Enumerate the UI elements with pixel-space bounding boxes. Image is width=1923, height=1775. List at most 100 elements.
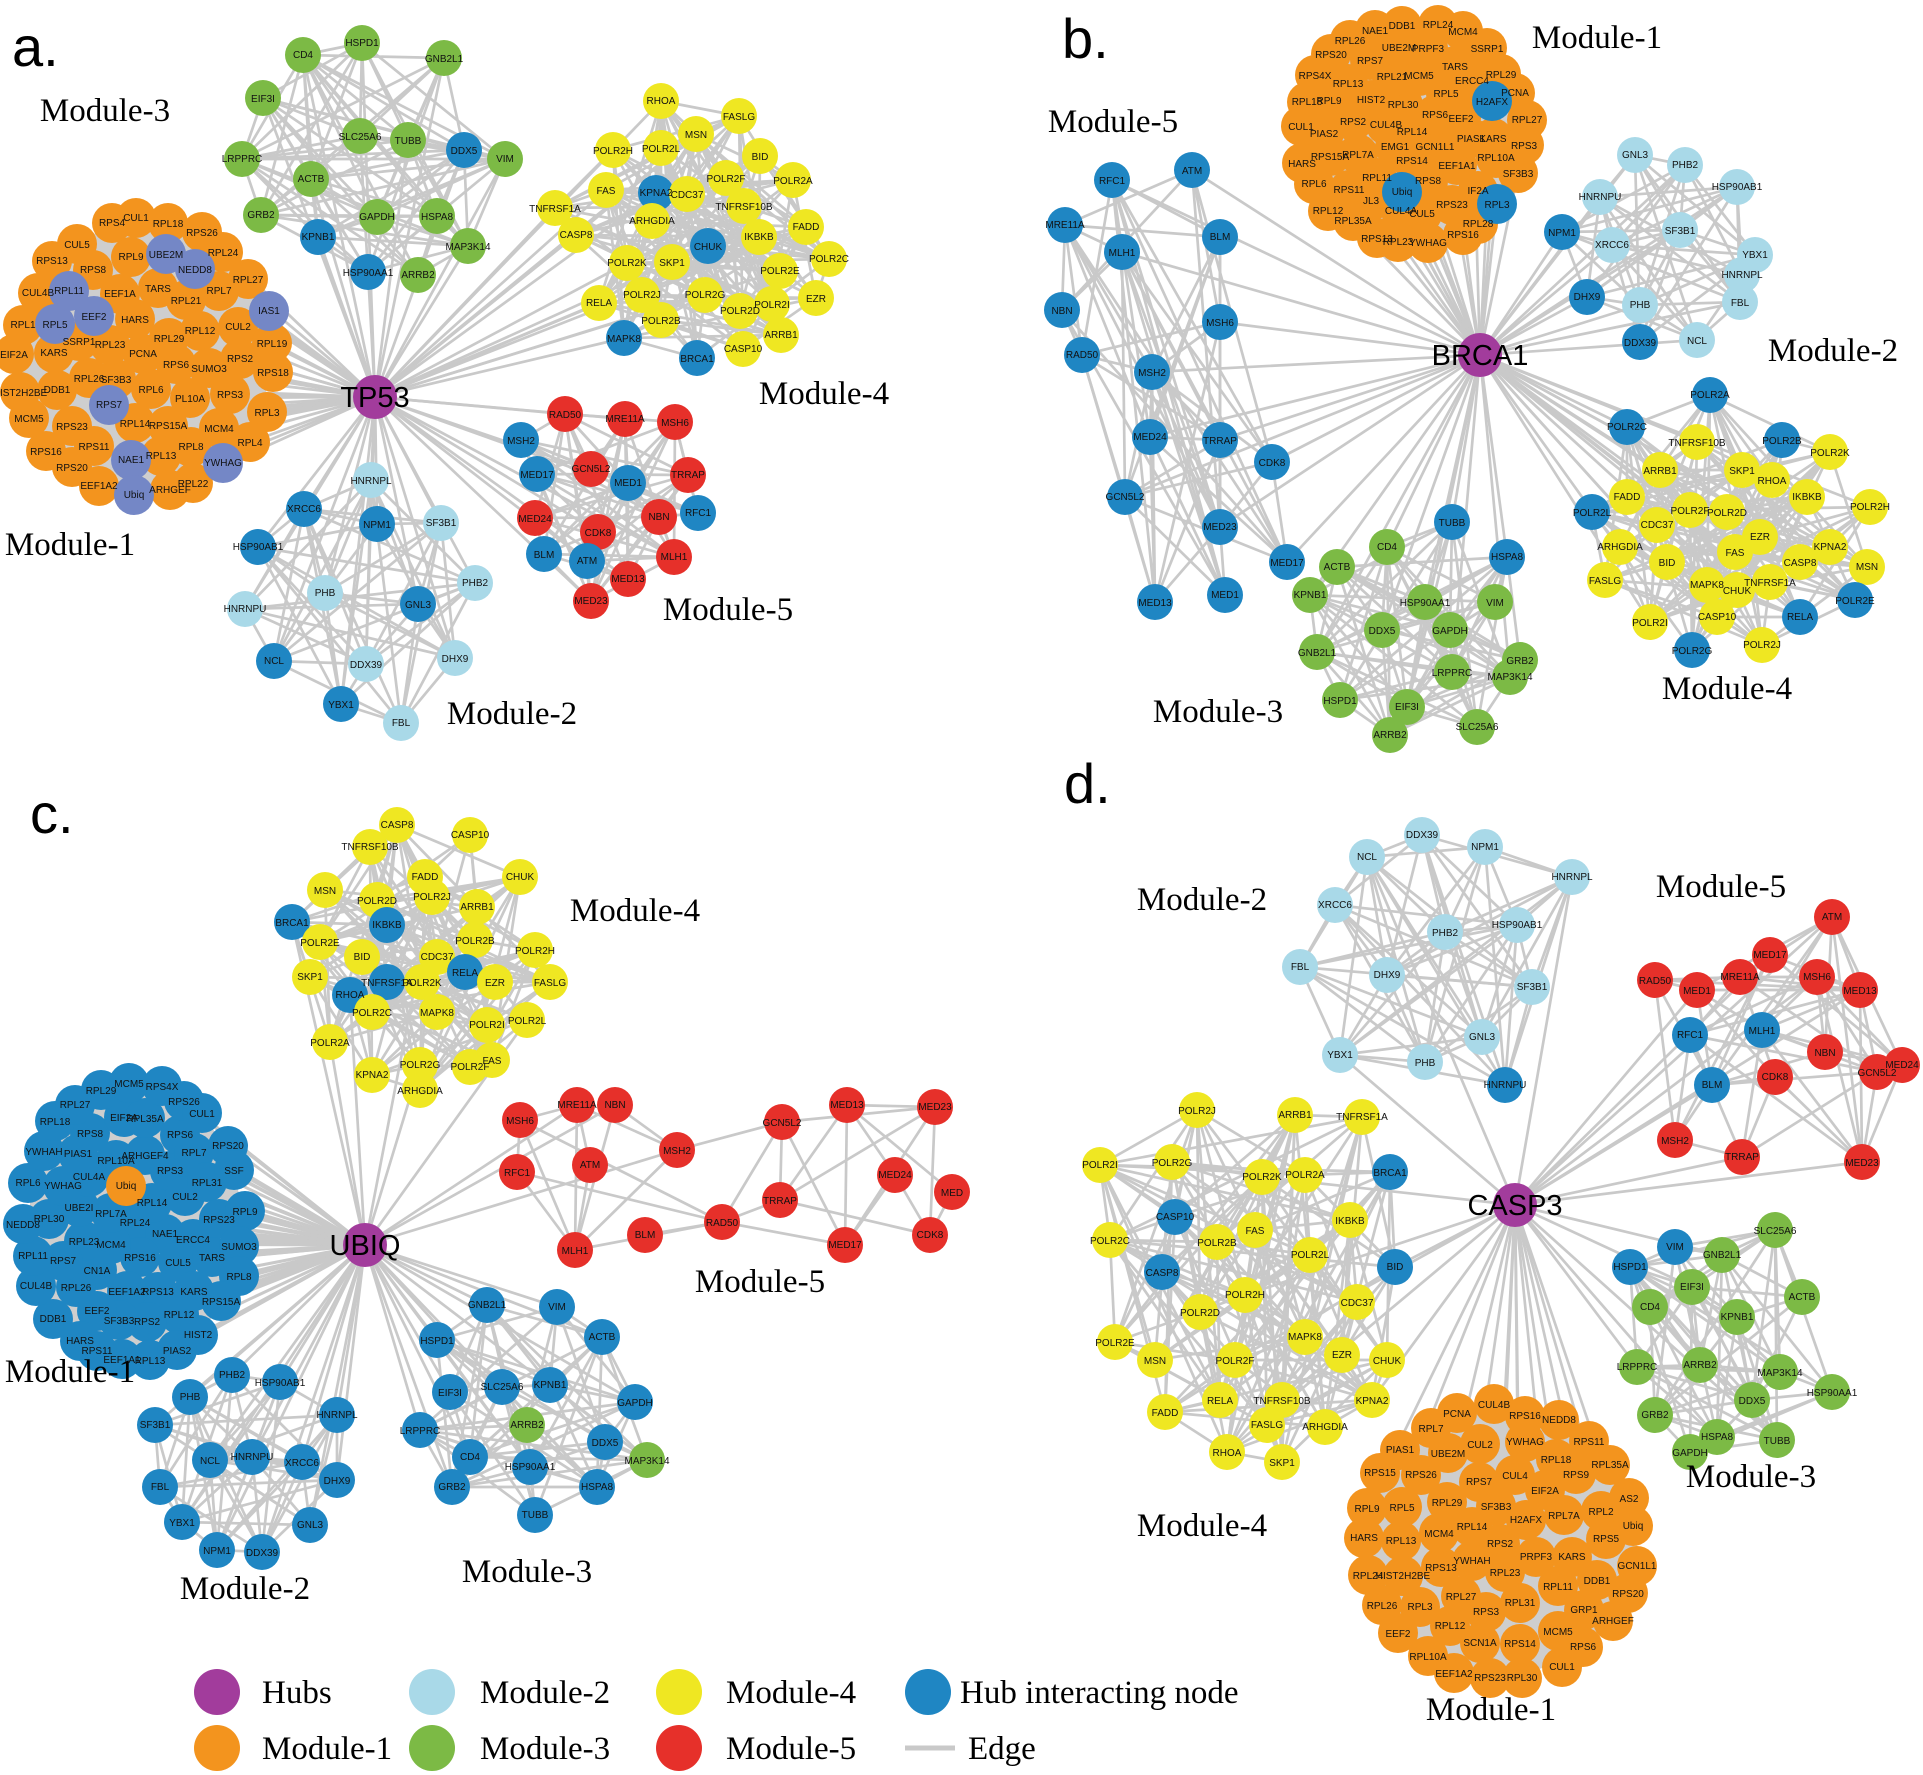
- svg-text:GAPDH: GAPDH: [359, 212, 395, 223]
- svg-text:RPL3: RPL3: [1407, 1602, 1432, 1613]
- svg-text:FAS: FAS: [597, 186, 616, 197]
- svg-text:Ubiq: Ubiq: [1392, 187, 1413, 198]
- svg-text:CASP10: CASP10: [1156, 1212, 1195, 1223]
- svg-text:RPL11: RPL11: [1543, 1582, 1573, 1593]
- svg-text:RHOA: RHOA: [1213, 1448, 1242, 1459]
- svg-text:RPS6: RPS6: [1422, 110, 1449, 121]
- svg-text:DDX5: DDX5: [1739, 1396, 1766, 1407]
- svg-text:MAPK8: MAPK8: [1288, 1332, 1322, 1343]
- svg-text:HARS: HARS: [66, 1336, 94, 1347]
- svg-text:NEDD8: NEDD8: [178, 265, 212, 276]
- svg-text:POLR2J: POLR2J: [1743, 640, 1781, 651]
- svg-text:HNRNPL: HNRNPL: [1721, 270, 1763, 281]
- svg-text:Module-3: Module-3: [40, 93, 170, 129]
- svg-text:RFC1: RFC1: [685, 508, 712, 519]
- svg-text:MAPK8: MAPK8: [420, 1008, 454, 1019]
- svg-text:RPS20: RPS20: [1315, 50, 1347, 61]
- svg-text:ARHGDIA: ARHGDIA: [1302, 1422, 1348, 1433]
- svg-text:RAD50: RAD50: [1066, 350, 1099, 361]
- svg-text:b.: b.: [1062, 7, 1109, 70]
- svg-text:EEF2: EEF2: [84, 1306, 109, 1317]
- svg-text:MSH6: MSH6: [506, 1116, 534, 1127]
- svg-text:CUL2: CUL2: [172, 1192, 198, 1203]
- svg-text:MED1: MED1: [1683, 986, 1711, 997]
- svg-text:POLR2L: POLR2L: [642, 144, 681, 155]
- svg-text:Module-4: Module-4: [726, 1675, 856, 1711]
- svg-text:UBE2I: UBE2I: [65, 1203, 94, 1214]
- svg-text:DDB1: DDB1: [40, 1314, 67, 1325]
- svg-text:CUL5: CUL5: [1409, 209, 1435, 220]
- svg-text:MLH1: MLH1: [1749, 1026, 1776, 1037]
- svg-text:RELA: RELA: [1787, 612, 1813, 623]
- svg-text:CASP3: CASP3: [1467, 1190, 1562, 1222]
- svg-text:RPL18: RPL18: [40, 1117, 71, 1128]
- svg-text:EIF3I: EIF3I: [438, 1388, 462, 1399]
- svg-text:SSF: SSF: [224, 1166, 243, 1177]
- svg-text:XRCC6: XRCC6: [1595, 240, 1629, 251]
- svg-text:RPL5: RPL5: [1433, 89, 1458, 100]
- svg-text:POLR2G: POLR2G: [400, 1060, 441, 1071]
- svg-text:RPS7: RPS7: [1466, 1477, 1493, 1488]
- svg-text:TRRAP: TRRAP: [1203, 436, 1237, 447]
- svg-text:RPL6: RPL6: [15, 1178, 40, 1189]
- svg-text:SF3B3: SF3B3: [104, 1316, 135, 1327]
- svg-text:RPL6: RPL6: [138, 385, 163, 396]
- svg-text:KPNA2: KPNA2: [640, 188, 673, 199]
- svg-text:RPS13: RPS13: [1425, 1563, 1457, 1574]
- svg-text:RPL24: RPL24: [120, 1218, 151, 1229]
- svg-text:RPL10A: RPL10A: [1477, 153, 1515, 164]
- svg-text:TNFRSF10B: TNFRSF10B: [341, 842, 399, 853]
- svg-text:SLC25A6: SLC25A6: [1456, 722, 1499, 733]
- svg-text:GNL3: GNL3: [1622, 150, 1649, 161]
- svg-text:CASP8: CASP8: [381, 820, 414, 831]
- svg-text:ATM: ATM: [1822, 912, 1842, 923]
- svg-text:DDX39: DDX39: [246, 1548, 279, 1559]
- svg-text:RPL21: RPL21: [1377, 72, 1408, 83]
- svg-text:POLR2G: POLR2G: [685, 290, 726, 301]
- svg-text:RPL10A: RPL10A: [97, 1156, 135, 1167]
- svg-text:ARHGDIA: ARHGDIA: [629, 216, 675, 227]
- svg-text:RHOA: RHOA: [336, 990, 365, 1001]
- svg-text:RPL3: RPL3: [254, 408, 279, 419]
- svg-text:RPL23: RPL23: [95, 340, 126, 351]
- svg-text:IKBKB: IKBKB: [1792, 492, 1822, 503]
- svg-text:RPS7: RPS7: [96, 400, 123, 411]
- svg-text:MAP3K14: MAP3K14: [1487, 672, 1532, 683]
- svg-text:RPS6: RPS6: [1570, 1642, 1597, 1653]
- svg-text:Module-1: Module-1: [1532, 20, 1662, 56]
- svg-text:DDX5: DDX5: [1369, 626, 1396, 637]
- svg-text:GCN1L1: GCN1L1: [1618, 1561, 1657, 1572]
- svg-text:RPS3: RPS3: [1511, 141, 1538, 152]
- svg-text:RPS13: RPS13: [1361, 234, 1393, 245]
- svg-text:Module-5: Module-5: [1656, 869, 1786, 905]
- svg-text:RPL23: RPL23: [69, 1237, 100, 1248]
- svg-text:ACTB: ACTB: [589, 1332, 616, 1343]
- svg-text:HSP90AB1: HSP90AB1: [1492, 920, 1543, 931]
- svg-text:RPL29: RPL29: [1486, 70, 1517, 81]
- svg-text:ARRB1: ARRB1: [460, 902, 494, 913]
- svg-text:MED13: MED13: [611, 574, 645, 585]
- svg-text:POLR2B: POLR2B: [641, 316, 681, 327]
- svg-text:PIAS2: PIAS2: [1310, 129, 1339, 140]
- svg-text:KPNA2: KPNA2: [1814, 542, 1847, 553]
- svg-text:MLH1: MLH1: [562, 1246, 589, 1257]
- svg-text:MLH1: MLH1: [661, 552, 688, 563]
- svg-text:MED: MED: [941, 1188, 963, 1199]
- svg-text:ARHGEF4: ARHGEF4: [121, 1151, 169, 1162]
- svg-text:EIF3I: EIF3I: [1395, 702, 1419, 713]
- svg-text:GCN5L2: GCN5L2: [763, 1118, 802, 1129]
- svg-text:PHB2: PHB2: [1432, 928, 1459, 939]
- svg-text:POLR2C: POLR2C: [352, 1008, 392, 1019]
- svg-text:RPL1: RPL1: [10, 320, 35, 331]
- svg-text:POLR2C: POLR2C: [1607, 422, 1647, 433]
- svg-text:RPL24: RPL24: [208, 248, 239, 259]
- svg-text:RPL7: RPL7: [1418, 1424, 1443, 1435]
- svg-text:NAE1: NAE1: [1362, 26, 1389, 37]
- svg-text:MED24: MED24: [518, 514, 552, 525]
- svg-text:CD4: CD4: [293, 50, 313, 61]
- svg-text:RPL35A: RPL35A: [126, 1114, 164, 1125]
- svg-text:H2AFX: H2AFX: [1510, 1515, 1543, 1526]
- svg-text:Module-2: Module-2: [180, 1571, 310, 1607]
- svg-text:MSH2: MSH2: [507, 436, 535, 447]
- svg-text:KPNB1: KPNB1: [302, 232, 335, 243]
